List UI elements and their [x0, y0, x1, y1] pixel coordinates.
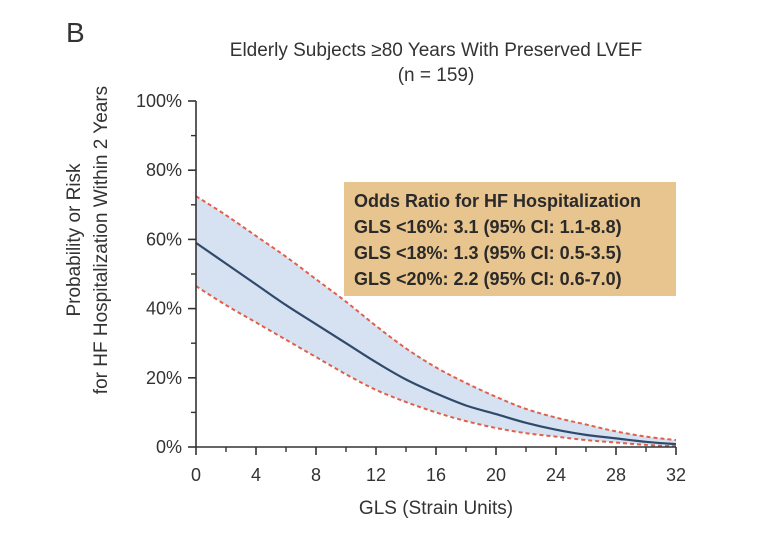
plot-area [195, 195, 677, 448]
chart-title: Elderly Subjects ≥80 Years With Preserve… [230, 40, 642, 61]
x-tick-label: 12 [366, 465, 386, 485]
annotation-line-gls16: GLS <16%: 3.1 (95% CI: 1.1-8.8) [354, 217, 622, 237]
y-tick-label: 100% [136, 91, 182, 111]
y-tick-label: 60% [146, 229, 182, 249]
chart-subtitle: (n = 159) [398, 65, 475, 86]
x-tick-label: 4 [251, 465, 261, 485]
x-tick-label: 20 [486, 465, 506, 485]
upper-ci-line [195, 195, 677, 442]
y-tick-label: 40% [146, 299, 182, 319]
x-tick-label: 28 [606, 465, 626, 485]
estimate-line [195, 241, 677, 446]
x-axis-label: GLS (Strain Units) [359, 498, 513, 519]
x-tick-label: 32 [666, 465, 686, 485]
y-axis-label-line2: for HF Hospitalization Within 2 Years [91, 86, 112, 394]
annotation-heading: Odds Ratio for HF Hospitalization [354, 191, 641, 211]
x-tick-label: 0 [191, 465, 201, 485]
panel-letter: B [66, 17, 85, 48]
ci-band [196, 196, 676, 447]
x-tick-label: 24 [546, 465, 566, 485]
lower-ci-line [195, 285, 677, 448]
y-tick-label: 80% [146, 160, 182, 180]
odds-ratio-annotation: Odds Ratio for HF Hospitalization GLS <1… [344, 182, 676, 296]
y-tick-label: 20% [146, 368, 182, 388]
y-ticks: 0% 20% 40% 60% 80% 100% [136, 91, 196, 457]
annotation-box [344, 182, 676, 296]
x-tick-label: 8 [311, 465, 321, 485]
x-ticks: 0 4 8 12 16 20 24 28 32 [191, 447, 686, 485]
x-tick-label: 16 [426, 465, 446, 485]
annotation-line-gls20: GLS <20%: 2.2 (95% CI: 0.6-7.0) [354, 269, 622, 289]
y-axis-label-line1: Probability or Risk [64, 163, 85, 317]
y-tick-label: 0% [156, 437, 182, 457]
annotation-line-gls18: GLS <18%: 1.3 (95% CI: 0.5-3.5) [354, 243, 622, 263]
